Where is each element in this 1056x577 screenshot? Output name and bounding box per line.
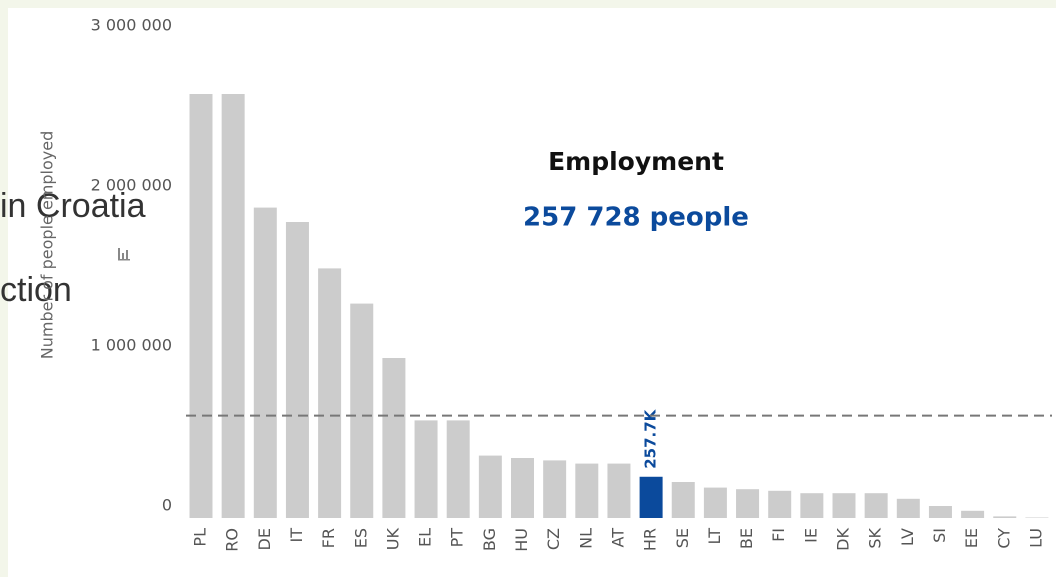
y-axis-label: Number of people employed [38,131,57,359]
x-tick-label: EE [962,528,981,548]
bar [928,506,952,518]
bar [671,482,695,518]
bar [639,476,663,518]
bar [961,510,985,518]
x-tick-label: HR [641,528,660,551]
bar [382,358,406,518]
bar [543,460,567,518]
x-tick-label: LU [1026,528,1045,548]
x-tick-label: HU [512,528,531,552]
y-tick-label: 2 000 000 [91,176,172,195]
x-tick-label: IE [801,528,820,543]
x-tick-label: CZ [544,528,563,550]
x-tick-label: FI [769,528,788,542]
bar [511,458,534,518]
background-text: ction [0,271,72,309]
x-tick-label: SK [866,528,885,549]
x-tick-label: DE [255,528,274,550]
bar [736,489,760,518]
bar [350,303,374,518]
bar [446,420,470,518]
x-tick-label: PL [191,528,210,547]
x-tick-label: FR [319,528,338,548]
x-tick-label: PT [448,528,467,548]
bar [285,222,309,518]
x-tick-label: SI [930,528,949,543]
bar [414,420,438,518]
x-tick-label: LT [705,528,724,545]
x-tick-label: LV [898,528,917,546]
bar [800,493,824,518]
bar [607,463,631,518]
bar [703,487,727,518]
bar [253,207,277,518]
y-tick-label: 3 000 000 [91,16,172,35]
bar [318,268,342,518]
x-tick-label: BG [480,528,499,551]
x-tick-label: EL [416,528,435,547]
x-tick-label: CY [994,528,1013,549]
y-tick-label: 1 000 000 [91,336,172,355]
bar [768,490,792,518]
bar [575,463,599,518]
bar [864,493,888,518]
bar [832,493,856,518]
x-tick-label: RO [223,528,242,552]
x-tick-label: SE [673,528,692,548]
background-text: in Croatia [0,187,146,225]
chart-title: Employment [548,147,724,176]
x-tick-label: ES [351,528,370,548]
bar [993,516,1017,518]
bar [478,455,502,518]
chart-icon [118,248,130,261]
bar [189,94,213,518]
x-tick-label: UK [383,527,402,550]
x-tick-label: NL [576,528,595,549]
bar [221,94,245,518]
x-tick-label: IT [287,528,306,543]
y-tick-label: 0 [162,496,172,515]
chart-subtitle: 257 728 people [523,203,749,233]
bar [896,498,920,518]
x-tick-label: DK [834,527,853,550]
x-tick-label: AT [608,528,627,548]
x-tick-label: BE [737,528,756,549]
data-label: 257.7K [642,408,660,468]
